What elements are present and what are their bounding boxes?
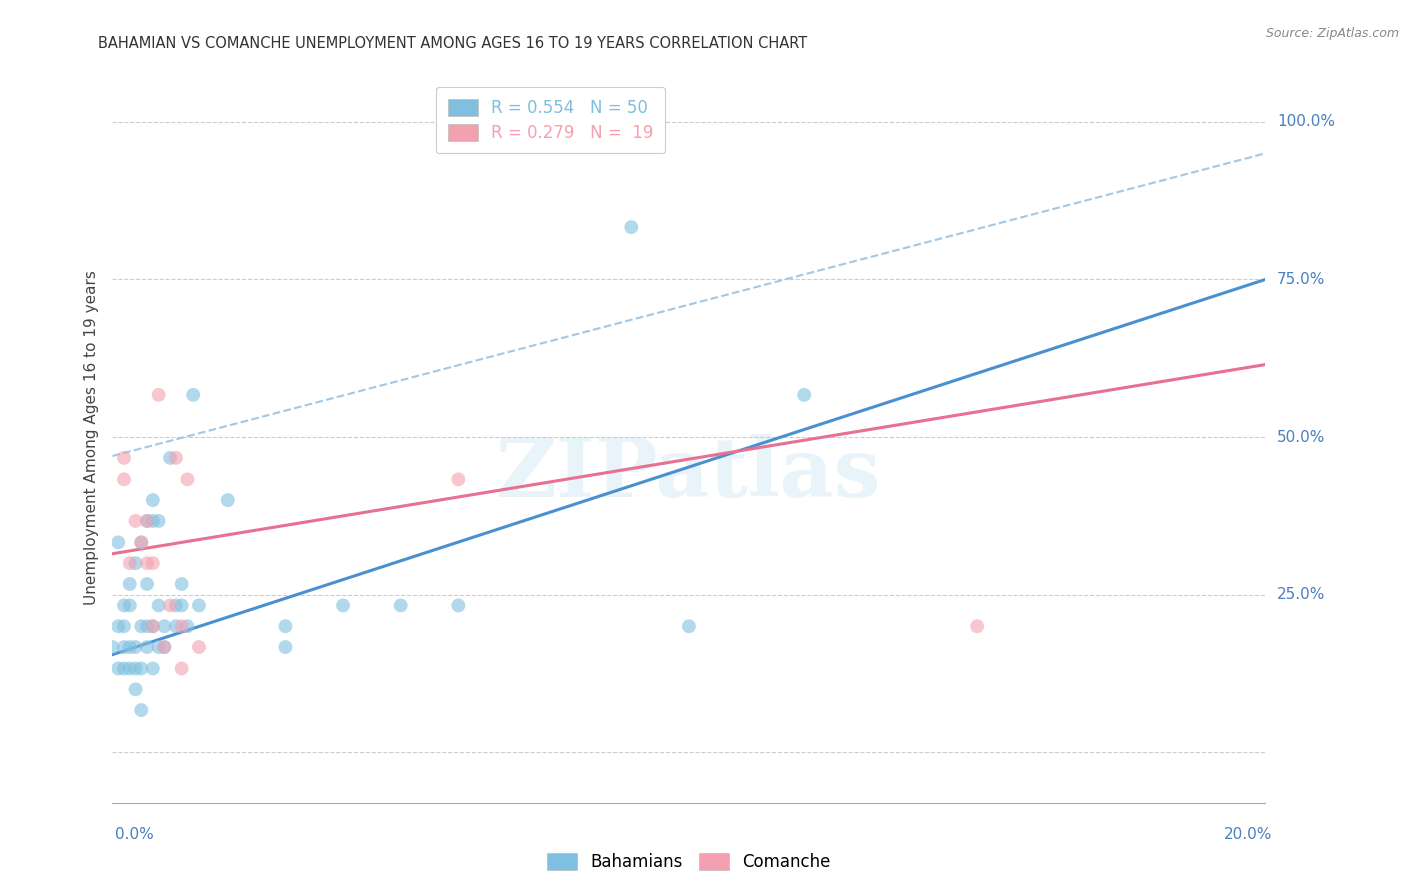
Point	[332, 599, 354, 613]
Point	[136, 577, 159, 591]
Point	[136, 619, 159, 633]
Point	[112, 619, 135, 633]
Point	[142, 493, 165, 508]
Text: 0.0%: 0.0%	[115, 827, 155, 841]
Point	[112, 450, 135, 465]
Text: 75.0%: 75.0%	[1277, 272, 1326, 287]
Text: 100.0%: 100.0%	[1277, 114, 1334, 129]
Point	[129, 619, 153, 633]
Point	[129, 535, 153, 549]
Point	[217, 493, 239, 508]
Point	[274, 640, 297, 654]
Point	[159, 450, 181, 465]
Point	[142, 619, 165, 633]
Point	[118, 577, 141, 591]
Point	[165, 619, 187, 633]
Point	[678, 619, 700, 633]
Point	[148, 388, 170, 402]
Point	[170, 619, 193, 633]
Point	[124, 661, 146, 675]
Point	[136, 514, 159, 528]
Point	[170, 577, 193, 591]
Point	[124, 682, 146, 697]
Point	[124, 640, 146, 654]
Point	[142, 661, 165, 675]
Legend: R = 0.554   N = 50, R = 0.279   N =  19: R = 0.554 N = 50, R = 0.279 N = 19	[436, 87, 665, 153]
Point	[118, 556, 141, 570]
Point	[170, 661, 193, 675]
Point	[107, 661, 129, 675]
Point	[129, 661, 153, 675]
Point	[153, 640, 176, 654]
Text: BAHAMIAN VS COMANCHE UNEMPLOYMENT AMONG AGES 16 TO 19 YEARS CORRELATION CHART: BAHAMIAN VS COMANCHE UNEMPLOYMENT AMONG …	[98, 36, 807, 51]
Point	[159, 599, 181, 613]
Point	[112, 472, 135, 486]
Legend: Bahamians, Comanche: Bahamians, Comanche	[538, 845, 839, 880]
Point	[447, 472, 470, 486]
Point	[181, 388, 204, 402]
Point	[188, 640, 211, 654]
Point	[107, 535, 129, 549]
Text: 50.0%: 50.0%	[1277, 430, 1326, 444]
Y-axis label: Unemployment Among Ages 16 to 19 years: Unemployment Among Ages 16 to 19 years	[83, 269, 98, 605]
Text: ZIPatlas: ZIPatlas	[496, 434, 882, 514]
Point	[136, 514, 159, 528]
Point	[118, 599, 141, 613]
Point	[112, 640, 135, 654]
Point	[129, 703, 153, 717]
Point	[170, 599, 193, 613]
Text: 20.0%: 20.0%	[1225, 827, 1272, 841]
Point	[389, 599, 412, 613]
Point	[124, 514, 146, 528]
Point	[274, 619, 297, 633]
Point	[112, 661, 135, 675]
Point	[188, 599, 211, 613]
Point	[176, 472, 198, 486]
Point	[447, 599, 470, 613]
Point	[148, 599, 170, 613]
Point	[620, 220, 643, 235]
Point	[124, 556, 146, 570]
Text: Source: ZipAtlas.com: Source: ZipAtlas.com	[1265, 27, 1399, 40]
Point	[142, 514, 165, 528]
Point	[136, 556, 159, 570]
Point	[966, 619, 988, 633]
Point	[136, 640, 159, 654]
Point	[148, 640, 170, 654]
Point	[165, 450, 187, 465]
Point	[118, 640, 141, 654]
Point	[129, 535, 153, 549]
Point	[793, 388, 815, 402]
Point	[112, 599, 135, 613]
Point	[118, 661, 141, 675]
Point	[101, 640, 124, 654]
Point	[107, 619, 129, 633]
Point	[142, 619, 165, 633]
Point	[153, 640, 176, 654]
Point	[176, 619, 198, 633]
Point	[142, 556, 165, 570]
Point	[153, 619, 176, 633]
Text: 25.0%: 25.0%	[1277, 587, 1326, 602]
Point	[148, 514, 170, 528]
Point	[165, 599, 187, 613]
